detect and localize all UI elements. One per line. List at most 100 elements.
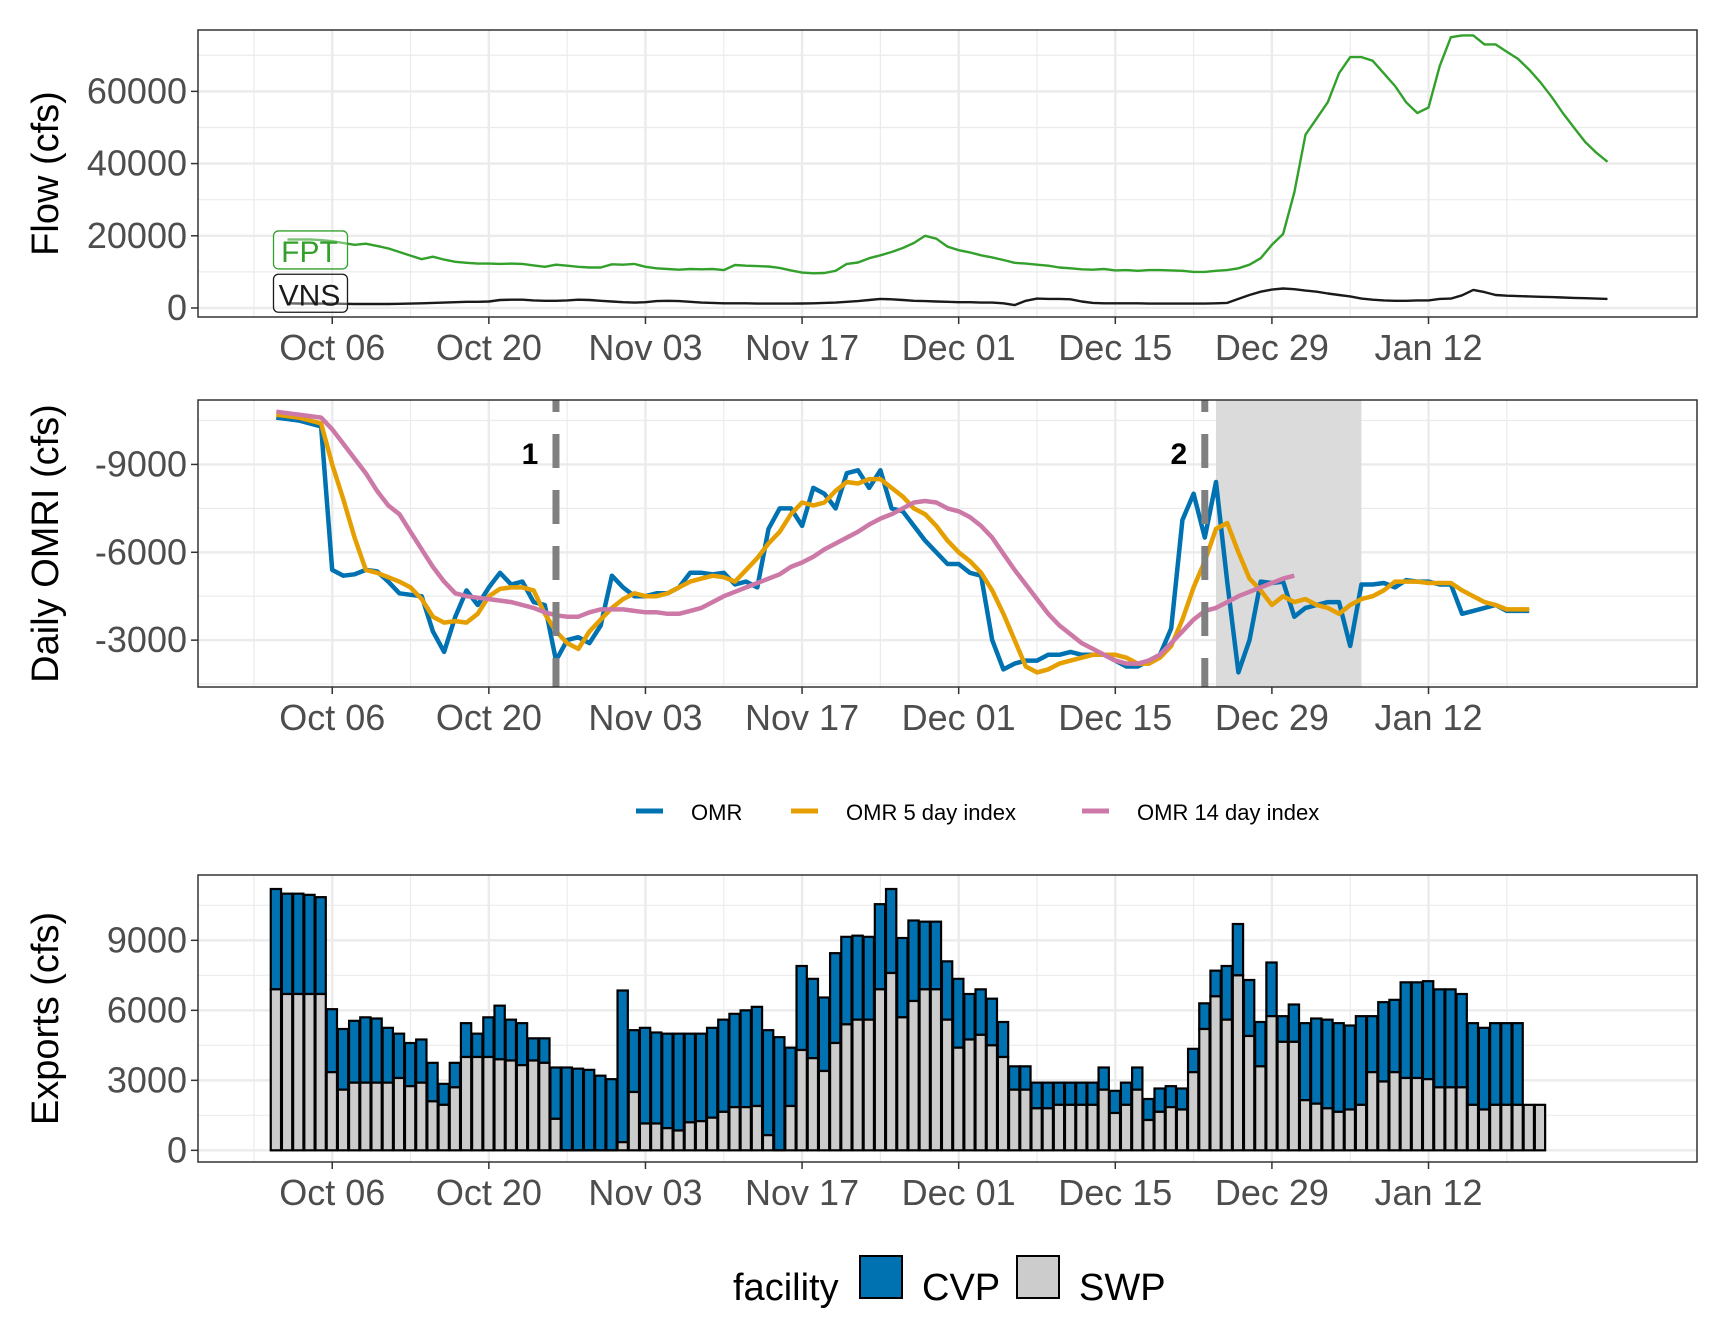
line-omr-14-day-index: [276, 409, 1295, 666]
bar-swp: [940, 1018, 954, 1152]
panel-omri: 1 2 -9000 -6000 -3000 Oct 06 Oct 20 Nov 03 Nov 1…: [25, 399, 1698, 738]
bar-cvp: [1063, 1081, 1077, 1106]
bar-cvp: [806, 977, 820, 1060]
series-label-box: [272, 273, 349, 313]
event-marker-label: 2: [1170, 438, 1187, 471]
bar-cvp: [1198, 1002, 1211, 1031]
bar-swp: [347, 1081, 361, 1152]
bar-cvp: [1019, 1065, 1032, 1091]
bar-swp: [1030, 1107, 1043, 1152]
y-axis-title: Exports (cfs): [25, 912, 67, 1125]
legend-label: OMR 5 day index: [846, 800, 1016, 825]
bar-swp: [896, 1016, 909, 1152]
x-tick-label: Jan 12: [1374, 1172, 1482, 1213]
bar-cvp: [549, 1066, 562, 1120]
x-tick-label: Nov 17: [745, 1172, 859, 1213]
bar-swp: [280, 992, 294, 1152]
bar-cvp: [918, 920, 931, 991]
x-tick-label: Dec 15: [1058, 1172, 1172, 1213]
x-tick-label: Oct 06: [279, 327, 385, 368]
bar-swp: [1186, 1071, 1200, 1152]
bar-cvp: [1052, 1081, 1066, 1106]
series-label: VNS: [279, 279, 341, 312]
bar-cvp: [616, 989, 629, 1144]
y-tick-label: -9000: [95, 443, 187, 484]
bar-cvp: [828, 952, 842, 1045]
bar-cvp: [1455, 992, 1468, 1089]
bar-cvp: [649, 1031, 663, 1125]
bar-cvp: [1142, 1097, 1155, 1122]
bar-cvp: [280, 892, 294, 996]
bar-cvp: [292, 892, 305, 996]
bar-swp: [370, 1081, 383, 1152]
bar-cvp: [1444, 988, 1457, 1089]
bar-swp: [1388, 1071, 1401, 1152]
bar-cvp: [582, 1068, 596, 1152]
bar-swp: [359, 1081, 372, 1152]
bar-cvp: [1164, 1085, 1178, 1109]
bar-swp: [974, 1033, 987, 1152]
bar-swp: [884, 971, 898, 1152]
x-tick-label: Dec 01: [902, 697, 1016, 738]
bar-cvp: [1410, 981, 1424, 1080]
bar-swp: [851, 1018, 864, 1152]
bar-swp: [638, 1122, 652, 1152]
bar-swp: [1377, 1080, 1390, 1152]
bar-cvp: [504, 1018, 518, 1062]
bar-cvp: [1365, 1015, 1379, 1074]
bar-cvp: [381, 1026, 395, 1084]
bar-swp: [415, 1081, 428, 1152]
bar-swp: [1097, 1088, 1110, 1152]
y-tick-label: 3000: [107, 1059, 187, 1100]
bar-cvp: [907, 919, 920, 1003]
x-tick-label: Dec 15: [1058, 327, 1172, 368]
bar-cvp: [795, 964, 808, 1052]
bar-swp: [739, 1106, 752, 1152]
y-tick-label: 6000: [107, 989, 187, 1030]
x-tick-label: Dec 01: [902, 1172, 1016, 1213]
bar-swp: [907, 999, 920, 1152]
bar-cvp: [929, 920, 943, 991]
legend-label: SWP: [1079, 1267, 1166, 1309]
bar-cvp: [683, 1032, 697, 1124]
bar-swp: [1466, 1103, 1480, 1152]
bar-swp: [1444, 1086, 1457, 1152]
bar-swp: [1321, 1107, 1334, 1152]
bar-cvp: [963, 992, 976, 1041]
y-tick-label: -3000: [95, 619, 187, 660]
bar-swp: [1287, 1040, 1301, 1152]
bar-cvp: [694, 1032, 708, 1123]
bar-swp: [616, 1141, 629, 1152]
bar-swp: [649, 1122, 663, 1152]
bar-swp: [795, 1048, 808, 1152]
y-tick-label: 0: [167, 1129, 187, 1170]
bar-cvp: [862, 935, 876, 1021]
plot-border: [197, 874, 1698, 1163]
bar-swp: [1052, 1103, 1066, 1152]
bar-cvp: [784, 1046, 797, 1108]
bar-swp: [985, 1044, 999, 1152]
x-tick-label: Oct 20: [436, 1172, 542, 1213]
exports-legend: facility CVP SWP: [733, 1255, 1166, 1309]
bar-swp: [1075, 1103, 1088, 1152]
bar-cvp: [560, 1066, 573, 1152]
bar-cvp: [1399, 981, 1412, 1080]
bar-cvp: [1209, 969, 1222, 998]
bar-swp: [963, 1038, 976, 1152]
bar-swp: [728, 1106, 741, 1152]
bar-swp: [1175, 1108, 1189, 1152]
bar-swp: [325, 1071, 339, 1152]
bar-cvp: [359, 1016, 372, 1084]
line-omr-5-day-index: [276, 412, 1530, 675]
bar-swp: [1019, 1088, 1032, 1152]
bar-cvp: [1488, 1022, 1502, 1106]
bar-cvp: [403, 1041, 417, 1088]
bar-swp: [515, 1064, 529, 1152]
bar-swp: [817, 1069, 831, 1152]
bar-cvp: [1119, 1081, 1133, 1106]
bar-cvp: [1030, 1081, 1043, 1110]
bar-swp: [952, 1046, 965, 1152]
bar-swp: [314, 992, 327, 1152]
bar-cvp: [1131, 1066, 1144, 1091]
